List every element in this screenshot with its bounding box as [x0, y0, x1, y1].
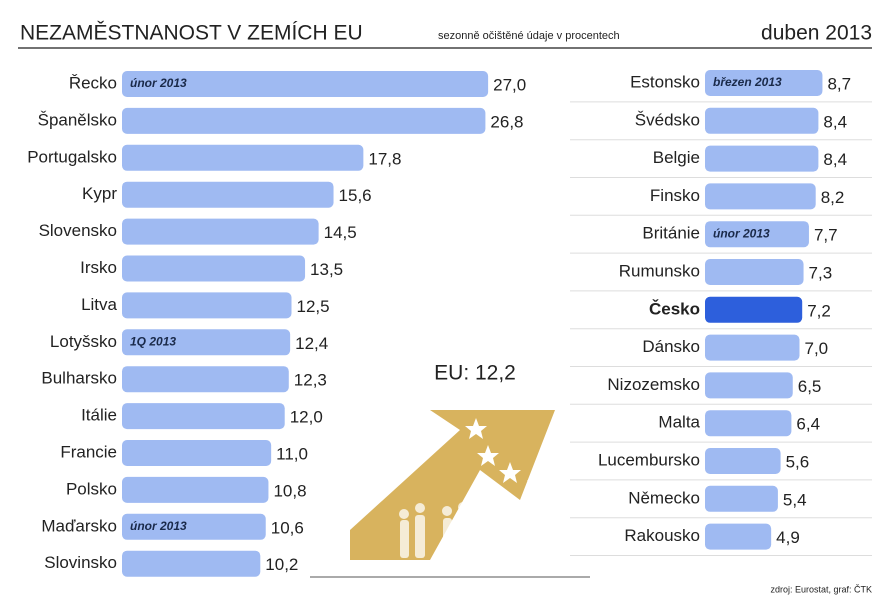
category-label: Španělsko [38, 110, 117, 129]
bar [122, 255, 306, 282]
date: duben 2013 [761, 22, 872, 45]
value-label: 11,0 [276, 444, 308, 463]
bar [705, 448, 781, 474]
category-label: Nizozemsko [607, 375, 700, 394]
bar [705, 334, 800, 361]
value-label: 17,8 [368, 149, 401, 168]
value-label: 10,2 [265, 555, 298, 574]
bar [122, 550, 261, 577]
value-label: 12,0 [290, 408, 323, 427]
value-label: 7,0 [805, 339, 829, 358]
category-label: Portugalsko [27, 147, 117, 166]
bar [705, 107, 819, 134]
title: NEZAMĚSTNANOST V ZEMÍCH EU [20, 22, 363, 45]
bar [705, 296, 803, 323]
subtitle: sezonně očištěné údaje v procentech [438, 30, 620, 42]
value-label: 6,4 [796, 415, 820, 434]
category-label: Litva [81, 295, 117, 314]
value-label: 27,0 [493, 75, 526, 94]
bar-note: únor 2013 [713, 226, 770, 240]
bar-note: únor 2013 [130, 76, 187, 90]
category-label: Británie [642, 224, 700, 243]
bar [122, 329, 291, 356]
bar [705, 410, 792, 437]
value-label: 14,5 [324, 223, 357, 242]
category-label: Řecko [69, 73, 117, 92]
value-label: 12,3 [294, 371, 327, 390]
bar [122, 218, 319, 245]
value-label: 7,3 [809, 263, 833, 282]
bar [705, 523, 772, 550]
category-label: Slovinsko [44, 553, 117, 572]
category-label: Finsko [650, 186, 700, 205]
eu-arrow [350, 410, 555, 560]
value-label: 5,4 [783, 490, 807, 509]
bar [705, 183, 816, 210]
category-label: Česko [649, 299, 700, 318]
bar [705, 485, 778, 512]
value-label: 15,6 [339, 186, 372, 205]
bar-note: únor 2013 [130, 519, 187, 533]
category-label: Polsko [66, 479, 117, 498]
category-label: Itálie [81, 406, 117, 425]
bar [122, 513, 266, 540]
category-label: Lucembursko [598, 450, 700, 469]
value-label: 7,2 [807, 301, 831, 320]
value-label: 6,5 [798, 377, 822, 396]
category-label: Francie [60, 442, 117, 461]
bar [705, 221, 809, 248]
value-label: 10,8 [273, 481, 306, 500]
category-label: Maďarsko [41, 516, 117, 535]
category-label: Německo [628, 488, 700, 507]
category-label: Rumunsko [619, 261, 700, 280]
value-label: 13,5 [310, 260, 343, 279]
bar [122, 107, 486, 134]
bar [705, 70, 823, 96]
source: zdroj: Eurostat, graf: ČTK [770, 584, 872, 594]
bar [705, 145, 819, 172]
bar [122, 440, 272, 466]
value-label: 7,7 [814, 226, 838, 245]
category-label: Lotyšsko [50, 332, 117, 351]
value-label: 26,8 [490, 112, 523, 131]
bar [122, 366, 289, 393]
category-label: Estonsko [630, 72, 700, 91]
bar [122, 403, 285, 430]
value-label: 8,4 [823, 112, 847, 131]
value-label: 8,4 [823, 150, 847, 169]
value-label: 12,5 [297, 297, 330, 316]
bar [122, 71, 489, 97]
bar-note: březen 2013 [713, 75, 782, 89]
category-label: Rakousko [624, 526, 700, 545]
bar-note: 1Q 2013 [130, 334, 176, 348]
eu-annotation: EU: 12,2 [434, 362, 516, 385]
value-label: 12,4 [295, 334, 328, 353]
value-label: 8,7 [827, 74, 851, 93]
category-label: Malta [658, 413, 700, 432]
category-label: Švédsko [635, 110, 700, 129]
bar [122, 292, 292, 319]
value-label: 5,6 [786, 452, 810, 471]
category-label: Belgie [653, 148, 700, 167]
bar [705, 259, 804, 285]
bar [122, 181, 334, 208]
bar [705, 372, 793, 399]
category-label: Bulharsko [41, 369, 117, 388]
bar [122, 144, 364, 171]
category-label: Dánsko [642, 337, 700, 356]
value-label: 10,6 [271, 518, 304, 537]
category-label: Slovensko [39, 221, 117, 240]
category-label: Irsko [80, 258, 117, 277]
bar [122, 476, 269, 503]
value-label: 4,9 [776, 528, 800, 547]
value-label: 8,2 [821, 188, 845, 207]
category-label: Kypr [82, 184, 117, 203]
